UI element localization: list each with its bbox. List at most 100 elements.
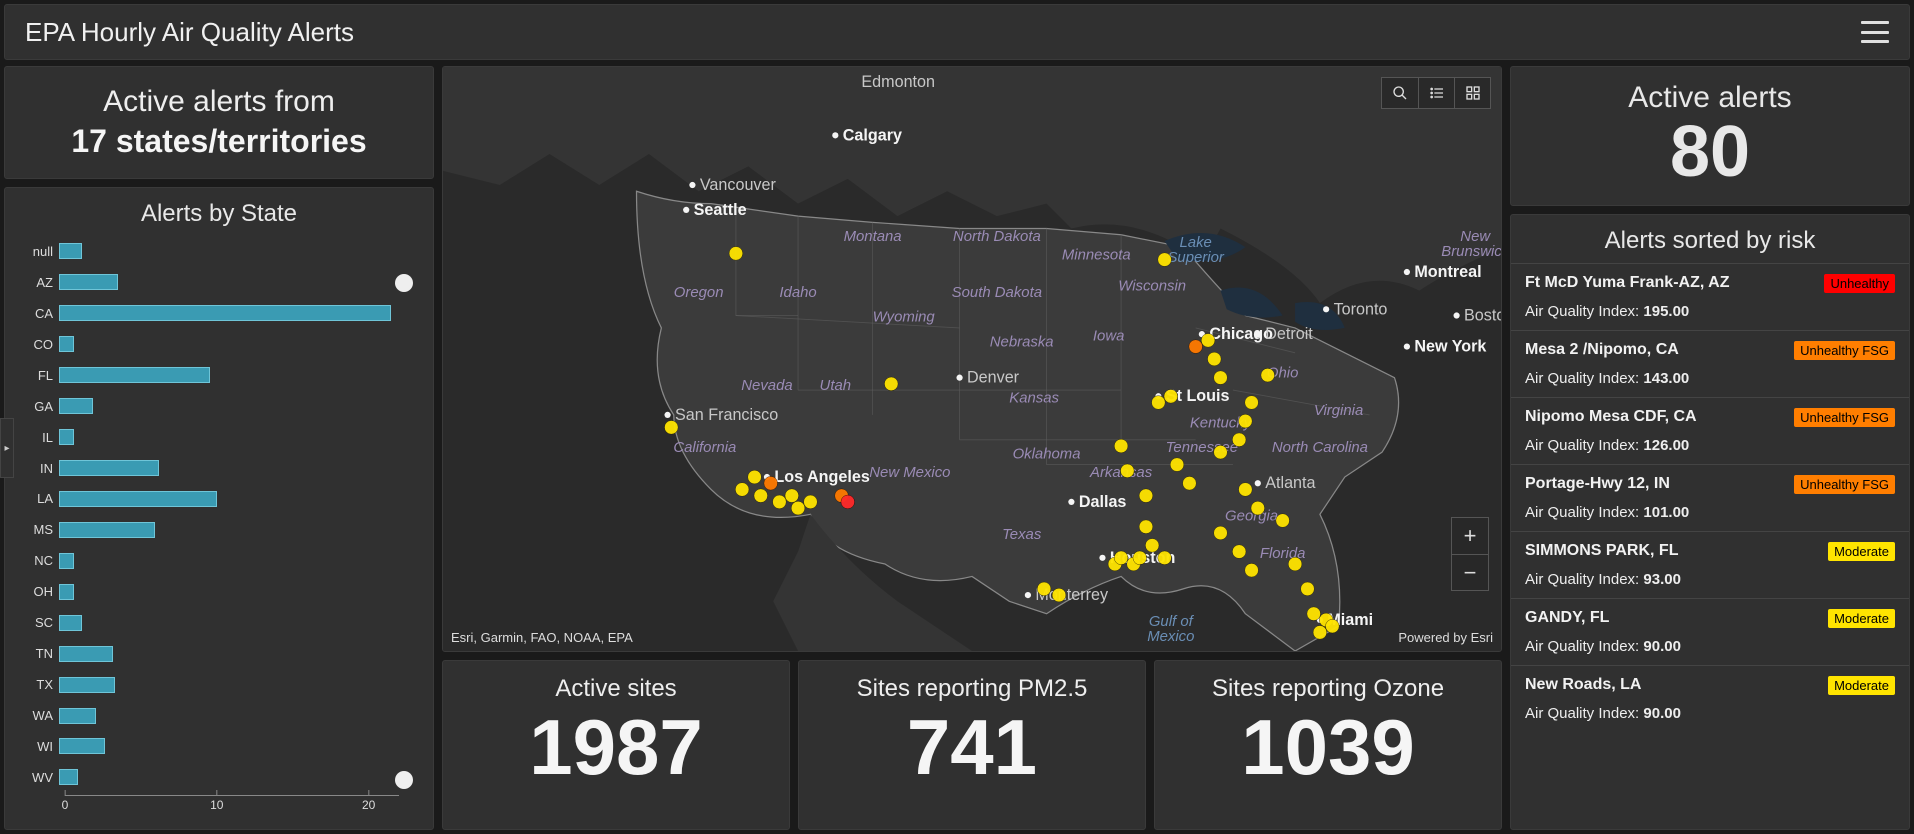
bar-label: null (19, 244, 59, 259)
bar-row[interactable]: IL (65, 427, 399, 447)
bar-row[interactable]: IN (65, 458, 399, 478)
svg-text:New: New (1460, 229, 1491, 245)
svg-text:Lake: Lake (1179, 235, 1211, 251)
risk-item[interactable]: Ft McD Yuma Frank-AZ, AZ Unhealthy Air Qua… (1511, 263, 1909, 330)
bar-row[interactable]: SC (65, 613, 399, 633)
center-column: OregonCaliforniaNevadaIdahoUtahMontanaWy… (442, 66, 1502, 830)
svg-text:Texas: Texas (1002, 527, 1042, 543)
svg-text:Seattle: Seattle (694, 201, 747, 219)
stat-label: Active sites (451, 675, 781, 703)
bar-row[interactable]: WV (65, 767, 399, 787)
risk-item-aqi: Air Quality Index: 195.00 (1525, 303, 1895, 320)
map-search-icon[interactable] (1382, 78, 1418, 108)
bar-label: AZ (19, 275, 59, 290)
map-attribution-right: Powered by Esri (1398, 630, 1493, 645)
svg-text:New Mexico: New Mexico (869, 465, 950, 481)
map-legend-icon[interactable] (1418, 78, 1454, 108)
risk-item[interactable]: Nipomo Mesa CDF, CAUnhealthy FSGAir Qual… (1511, 397, 1909, 464)
risk-item-aqi: Air Quality Index: 90.00 (1525, 638, 1895, 655)
risk-badge: Moderate (1828, 609, 1895, 628)
map-panel[interactable]: OregonCaliforniaNevadaIdahoUtahMontanaWy… (442, 66, 1502, 652)
risk-item[interactable]: Portage-Hwy 12, INUnhealthy FSGAir Quali… (1511, 464, 1909, 531)
bar-label: IN (19, 461, 59, 476)
svg-text:Toronto: Toronto (1334, 300, 1388, 318)
scroll-thumb-top[interactable] (395, 274, 413, 292)
risk-item[interactable]: GANDY, FLModerateAir Quality Index: 90.0… (1511, 598, 1909, 665)
summary-panel: Active alerts from 17 states/territories (4, 66, 434, 179)
risk-item-name: SIMMONS PARK, FL (1525, 542, 1678, 560)
bar-row[interactable]: WA (65, 706, 399, 726)
svg-text:Atlanta: Atlanta (1265, 474, 1315, 492)
bar-axis-tick: 20 (362, 792, 375, 812)
risk-item-name: Nipomo Mesa CDF, CA (1525, 408, 1697, 426)
risk-item-aqi: Air Quality Index: 101.00 (1525, 504, 1895, 521)
svg-text:San Francisco: San Francisco (675, 406, 778, 424)
svg-text:North Carolina: North Carolina (1272, 440, 1368, 456)
risk-item[interactable]: Mesa 2 /Nipomo, CAUnhealthy FSGAir Quali… (1511, 330, 1909, 397)
bar-fill (59, 367, 210, 383)
bar-row[interactable]: null (65, 241, 399, 261)
bar-row[interactable]: TN (65, 644, 399, 664)
bar-row[interactable]: GA (65, 396, 399, 416)
bar-fill (59, 522, 155, 538)
bar-fill (59, 243, 82, 259)
bar-row[interactable]: OH (65, 582, 399, 602)
zoom-out-button[interactable]: − (1452, 554, 1488, 590)
bar-row[interactable]: NC (65, 551, 399, 571)
bar-fill (59, 584, 74, 600)
svg-text:Denver: Denver (967, 369, 1020, 387)
bar-row[interactable]: CO (65, 334, 399, 354)
svg-text:Minnesota: Minnesota (1062, 248, 1131, 264)
map-canvas[interactable]: OregonCaliforniaNevadaIdahoUtahMontanaWy… (443, 67, 1501, 651)
stat-value: 741 (807, 705, 1137, 791)
map-zoom-control: + − (1451, 517, 1489, 591)
bar-row[interactable]: WI (65, 736, 399, 756)
risk-item[interactable]: New Roads, LAModerateAir Quality Index: … (1511, 665, 1909, 732)
sidebar-expander[interactable]: ▸ (0, 418, 14, 478)
risk-item-aqi: Air Quality Index: 90.00 (1525, 705, 1895, 722)
map-basemap-icon[interactable] (1454, 78, 1490, 108)
bar-label: WV (19, 770, 59, 785)
svg-text:Montreal: Montreal (1414, 263, 1481, 281)
bar-label: SC (19, 615, 59, 630)
bar-fill (59, 769, 78, 785)
bar-row[interactable]: AZ (65, 272, 399, 292)
scroll-thumb-bottom[interactable] (395, 771, 413, 789)
bar-fill (59, 305, 391, 321)
summary-value: 17 states/territories (15, 123, 423, 160)
bar-row[interactable]: TX (65, 675, 399, 695)
bar-label: IL (19, 430, 59, 445)
summary-label: Active alerts from (15, 85, 423, 119)
stat-value: 1039 (1163, 705, 1493, 791)
bar-row[interactable]: MS (65, 520, 399, 540)
risk-item[interactable]: SIMMONS PARK, FLModerateAir Quality Inde… (1511, 531, 1909, 598)
svg-text:Edmonton: Edmonton (861, 73, 935, 91)
risk-item-aqi: Air Quality Index: 143.00 (1525, 370, 1895, 387)
stat-panel: Sites reporting Ozone1039 (1154, 660, 1502, 830)
risk-item-aqi: Air Quality Index: 126.00 (1525, 437, 1895, 454)
bar-row[interactable]: LA (65, 489, 399, 509)
svg-text:Los Angeles: Los Angeles (774, 468, 869, 486)
bar-row[interactable]: FL (65, 365, 399, 385)
menu-icon[interactable] (1861, 21, 1889, 43)
bar-label: CO (19, 337, 59, 352)
bar-fill (59, 491, 217, 507)
svg-text:Dallas: Dallas (1079, 493, 1127, 511)
bar-fill (59, 429, 74, 445)
bar-chart-title: Alerts by State (19, 200, 419, 228)
bar-label: WI (19, 739, 59, 754)
risk-item-name: Ft McD Yuma Frank-AZ, AZ (1525, 274, 1729, 292)
svg-text:Brunswick: Brunswick (1441, 244, 1501, 260)
stats-row: Active sites1987Sites reporting PM2.5741… (442, 660, 1502, 830)
risk-badge: Unhealthy (1824, 274, 1895, 293)
risk-list[interactable]: Ft McD Yuma Frank-AZ, AZ Unhealthy Air Qua… (1511, 263, 1909, 829)
bar-chart[interactable]: nullAZCACOFLGAILINLAMSNCOHSCTNTXWAWIWV 0… (19, 236, 419, 819)
bar-row[interactable]: CA (65, 303, 399, 323)
bar-fill (59, 646, 113, 662)
alerts-by-state-panel: Alerts by State null AZ CA CO FL GA IL IN LA MS NC… (4, 187, 434, 830)
active-alerts-value: 80 (1519, 115, 1901, 191)
svg-text:Chicago: Chicago (1209, 325, 1273, 343)
stat-panel: Active sites1987 (442, 660, 790, 830)
risk-badge: Moderate (1828, 542, 1895, 561)
zoom-in-button[interactable]: + (1452, 518, 1488, 554)
